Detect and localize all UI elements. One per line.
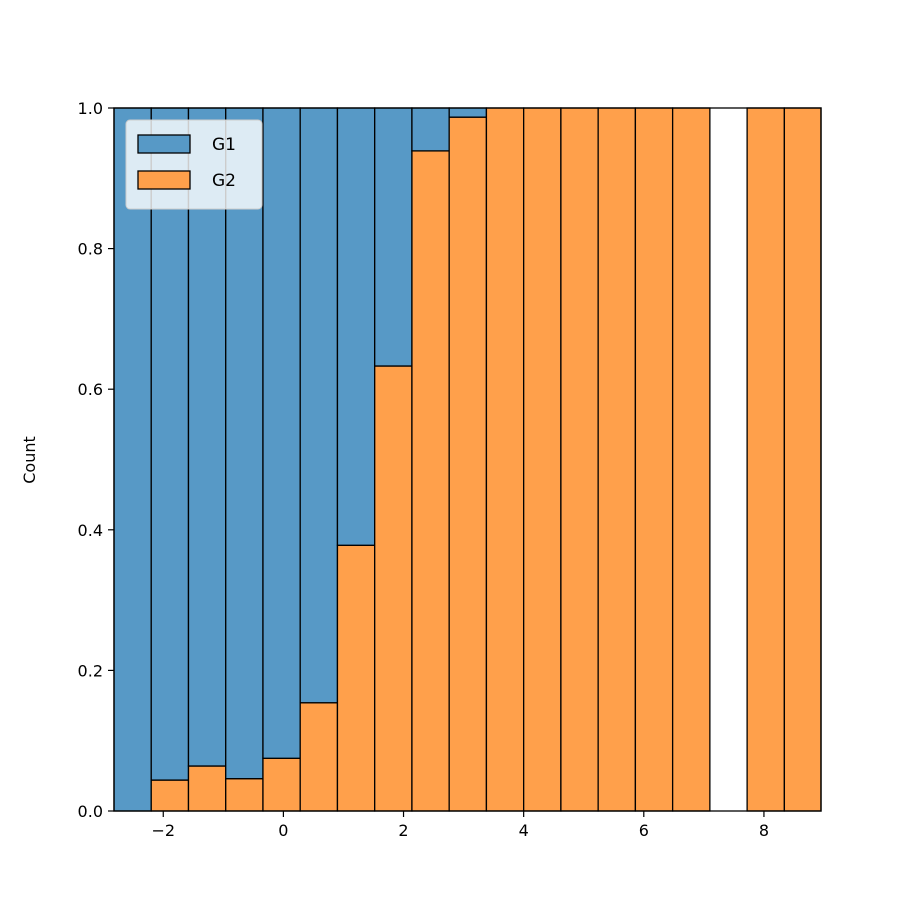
bar-g2 [634, 107, 674, 812]
bar-g1 [262, 107, 301, 759]
x-tick-label: 2 [398, 821, 408, 840]
legend-swatch-g1 [137, 134, 191, 154]
y-tick-label: 0.4 [78, 521, 103, 540]
bar-g2 [150, 779, 190, 812]
legend-box [125, 119, 263, 210]
legend-swatch-g2 [137, 170, 191, 190]
x-tick-label: 0 [278, 821, 288, 840]
bar-g1 [374, 107, 413, 367]
y-tick-label: 0.0 [78, 802, 103, 821]
legend-label-g2: G2 [212, 171, 236, 191]
y-tick-label: 0.6 [78, 380, 103, 399]
bar-g2 [299, 702, 339, 812]
bar-g1 [299, 107, 339, 704]
bar-g2 [336, 544, 376, 812]
bar-g1 [336, 107, 376, 546]
bar-g2 [783, 107, 822, 812]
bar-g2 [746, 107, 786, 812]
bar-g2 [597, 107, 637, 812]
bar-g1 [187, 107, 227, 767]
y-tick-label: 1.0 [78, 99, 103, 118]
y-tick-label: 0.8 [78, 240, 103, 259]
legend-label-g1: G1 [212, 135, 236, 155]
axes-frame [113, 107, 822, 812]
y-axis-label: Count [20, 436, 39, 484]
bar-g2 [411, 150, 450, 812]
bar-g1 [448, 107, 488, 118]
bar-g2 [560, 107, 599, 812]
bar-g2 [187, 765, 227, 812]
bar-g1 [113, 107, 152, 812]
x-tick-label: 6 [639, 821, 649, 840]
bar-g2 [225, 778, 264, 812]
legend: G1 G2 [125, 119, 263, 210]
bar-g2 [485, 107, 525, 812]
bar-g2 [448, 116, 488, 812]
bar-g2 [374, 365, 413, 812]
x-tick-label: 4 [519, 821, 529, 840]
bar-g1 [411, 107, 450, 152]
y-tick-label: 0.2 [78, 661, 103, 680]
axes: −2 0 2 4 6 8 0.0 0.2 0.4 0.6 0.8 1.0 [78, 99, 822, 840]
x-tick-label: −2 [151, 821, 175, 840]
bar-g1 [150, 107, 190, 781]
bar-g2 [262, 757, 301, 812]
bar-g2 [523, 107, 562, 812]
x-tick-label: 8 [759, 821, 769, 840]
bars [113, 107, 822, 812]
bar-g2 [671, 107, 711, 812]
